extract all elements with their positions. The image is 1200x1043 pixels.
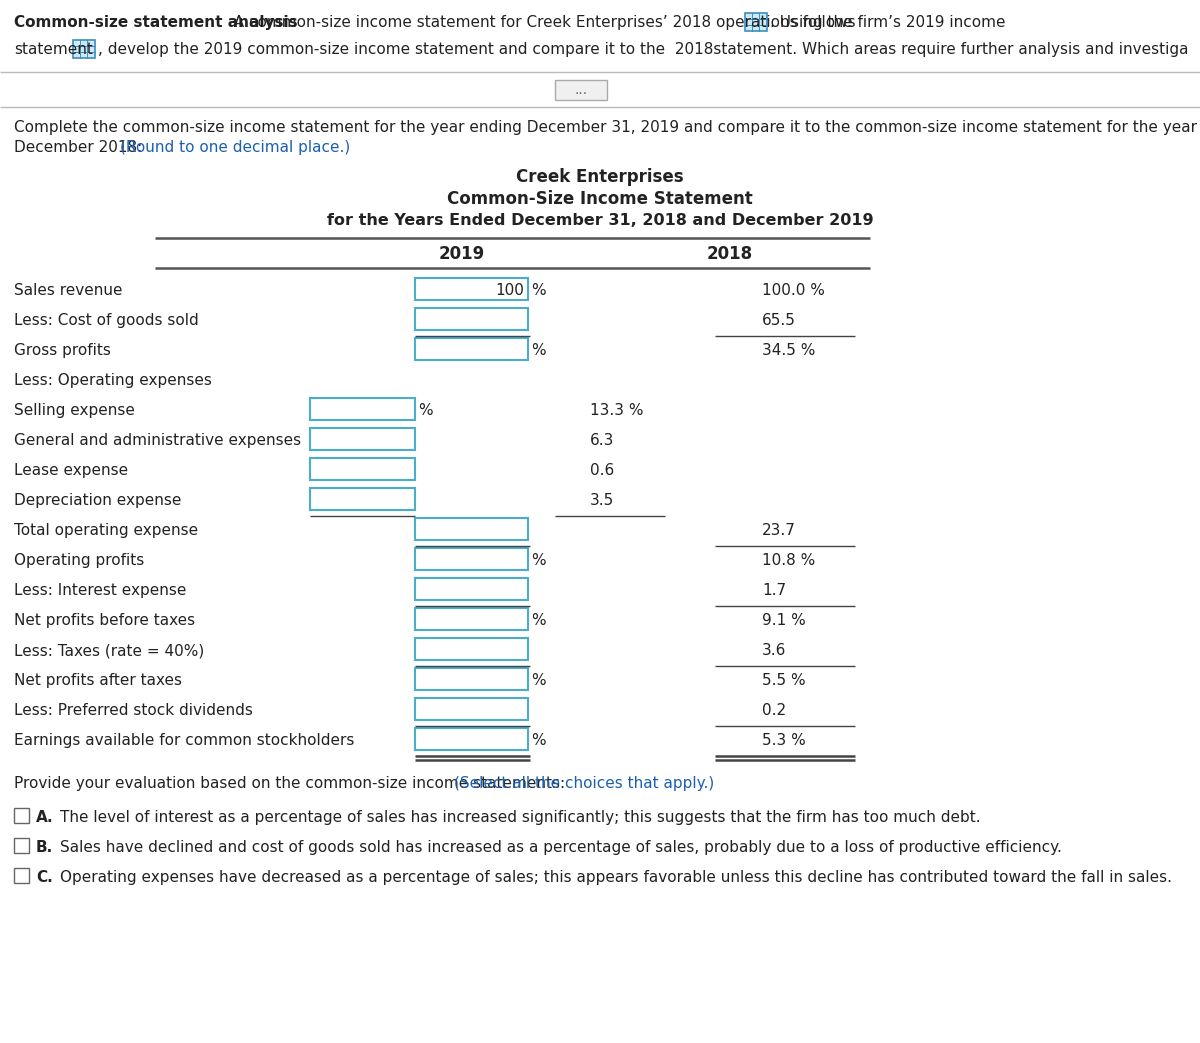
Bar bbox=[415, 338, 528, 360]
Text: Operating profits: Operating profits bbox=[14, 553, 144, 568]
Bar bbox=[415, 548, 528, 571]
Text: Complete the common-size income statement for the year ending December 31, 2019 : Complete the common-size income statemen… bbox=[14, 120, 1200, 135]
Text: December 2018:: December 2018: bbox=[14, 140, 152, 155]
Text: B.: B. bbox=[36, 840, 53, 855]
Text: Net profits after taxes: Net profits after taxes bbox=[14, 673, 182, 688]
Text: (Select all the choices that apply.): (Select all the choices that apply.) bbox=[455, 776, 714, 791]
Text: 9.1 %: 9.1 % bbox=[762, 613, 805, 628]
Bar bbox=[310, 428, 415, 450]
Text: 23.7: 23.7 bbox=[762, 523, 796, 538]
Text: Depreciation expense: Depreciation expense bbox=[14, 493, 181, 508]
Bar bbox=[14, 868, 29, 883]
Text: Lease expense: Lease expense bbox=[14, 463, 128, 478]
Bar bbox=[415, 278, 528, 300]
Text: %: % bbox=[530, 553, 546, 568]
Text: %: % bbox=[530, 283, 546, 298]
Text: %: % bbox=[530, 613, 546, 628]
Text: 6.3: 6.3 bbox=[590, 433, 614, 448]
Text: Total operating expense: Total operating expense bbox=[14, 523, 198, 538]
Text: Selling expense: Selling expense bbox=[14, 403, 134, 418]
Text: 0.6: 0.6 bbox=[590, 463, 614, 478]
Bar bbox=[415, 728, 528, 750]
Text: statement: statement bbox=[14, 42, 92, 57]
Text: The level of interest as a percentage of sales has increased significantly; this: The level of interest as a percentage of… bbox=[60, 810, 980, 825]
Text: Earnings available for common stockholders: Earnings available for common stockholde… bbox=[14, 733, 354, 748]
Text: 65.5: 65.5 bbox=[762, 313, 796, 328]
Bar bbox=[415, 578, 528, 600]
Text: Provide your evaluation based on the common-size income statements:: Provide your evaluation based on the com… bbox=[14, 776, 575, 791]
Text: Operating expenses have decreased as a percentage of sales; this appears favorab: Operating expenses have decreased as a p… bbox=[60, 870, 1172, 886]
Text: ...: ... bbox=[575, 83, 588, 97]
Bar bbox=[310, 488, 415, 510]
Text: C.: C. bbox=[36, 870, 53, 886]
Text: for the Years Ended December 31, 2018 and December 2019: for the Years Ended December 31, 2018 an… bbox=[326, 213, 874, 228]
Text: Less: Operating expenses: Less: Operating expenses bbox=[14, 373, 212, 388]
Bar bbox=[554, 80, 607, 100]
Text: Gross profits: Gross profits bbox=[14, 343, 110, 358]
Text: 10.8 %: 10.8 % bbox=[762, 553, 815, 568]
Bar bbox=[745, 13, 768, 31]
Text: Less: Taxes (rate = 40%): Less: Taxes (rate = 40%) bbox=[14, 642, 204, 658]
Text: Common-Size Income Statement: Common-Size Income Statement bbox=[448, 190, 752, 208]
Text: Net profits before taxes: Net profits before taxes bbox=[14, 613, 196, 628]
Text: General and administrative expenses: General and administrative expenses bbox=[14, 433, 301, 448]
Bar bbox=[415, 518, 528, 540]
Text: 13.3 %: 13.3 % bbox=[590, 403, 643, 418]
Bar bbox=[415, 308, 528, 330]
Text: 100: 100 bbox=[496, 283, 524, 298]
Text: %: % bbox=[530, 673, 546, 688]
Text: , develop the 2019 common-size income statement and compare it to the  2018state: , develop the 2019 common-size income st… bbox=[98, 42, 1189, 57]
Text: Creek Enterprises: Creek Enterprises bbox=[516, 168, 684, 186]
Text: Less: Cost of goods sold: Less: Cost of goods sold bbox=[14, 313, 199, 328]
Text: 100.0 %: 100.0 % bbox=[762, 283, 824, 298]
Text: Less: Preferred stock dividends: Less: Preferred stock dividends bbox=[14, 703, 253, 718]
Bar bbox=[310, 458, 415, 480]
Bar bbox=[415, 668, 528, 690]
Bar bbox=[415, 608, 528, 630]
Text: %: % bbox=[530, 733, 546, 748]
Bar bbox=[415, 638, 528, 660]
Bar bbox=[14, 838, 29, 853]
Text: Common-size statement analysis: Common-size statement analysis bbox=[14, 15, 298, 30]
Text: Sales have declined and cost of goods sold has increased as a percentage of sale: Sales have declined and cost of goods so… bbox=[60, 840, 1062, 855]
Bar bbox=[73, 40, 96, 58]
Text: 5.5 %: 5.5 % bbox=[762, 673, 805, 688]
Bar bbox=[310, 398, 415, 420]
Text: 34.5 %: 34.5 % bbox=[762, 343, 815, 358]
Text: 3.5: 3.5 bbox=[590, 493, 614, 508]
Text: 3.6: 3.6 bbox=[762, 642, 786, 658]
Text: 2019: 2019 bbox=[439, 245, 485, 263]
Bar bbox=[415, 698, 528, 720]
Text: %: % bbox=[418, 403, 433, 418]
Text: (Round to one decimal place.): (Round to one decimal place.) bbox=[120, 140, 350, 155]
Text: %: % bbox=[530, 343, 546, 358]
Text: A common-size income statement for Creek Enterprises’ 2018 operations follows: A common-size income statement for Creek… bbox=[224, 15, 856, 30]
Text: 1.7: 1.7 bbox=[762, 583, 786, 598]
Text: 2018: 2018 bbox=[707, 245, 754, 263]
Text: A.: A. bbox=[36, 810, 54, 825]
Text: 5.3 %: 5.3 % bbox=[762, 733, 805, 748]
Text: Sales revenue: Sales revenue bbox=[14, 283, 122, 298]
Text: 0.2: 0.2 bbox=[762, 703, 786, 718]
Text: . Using the firm’s 2019 income: . Using the firm’s 2019 income bbox=[770, 15, 1006, 30]
Text: Less: Interest expense: Less: Interest expense bbox=[14, 583, 186, 598]
Bar bbox=[14, 808, 29, 823]
